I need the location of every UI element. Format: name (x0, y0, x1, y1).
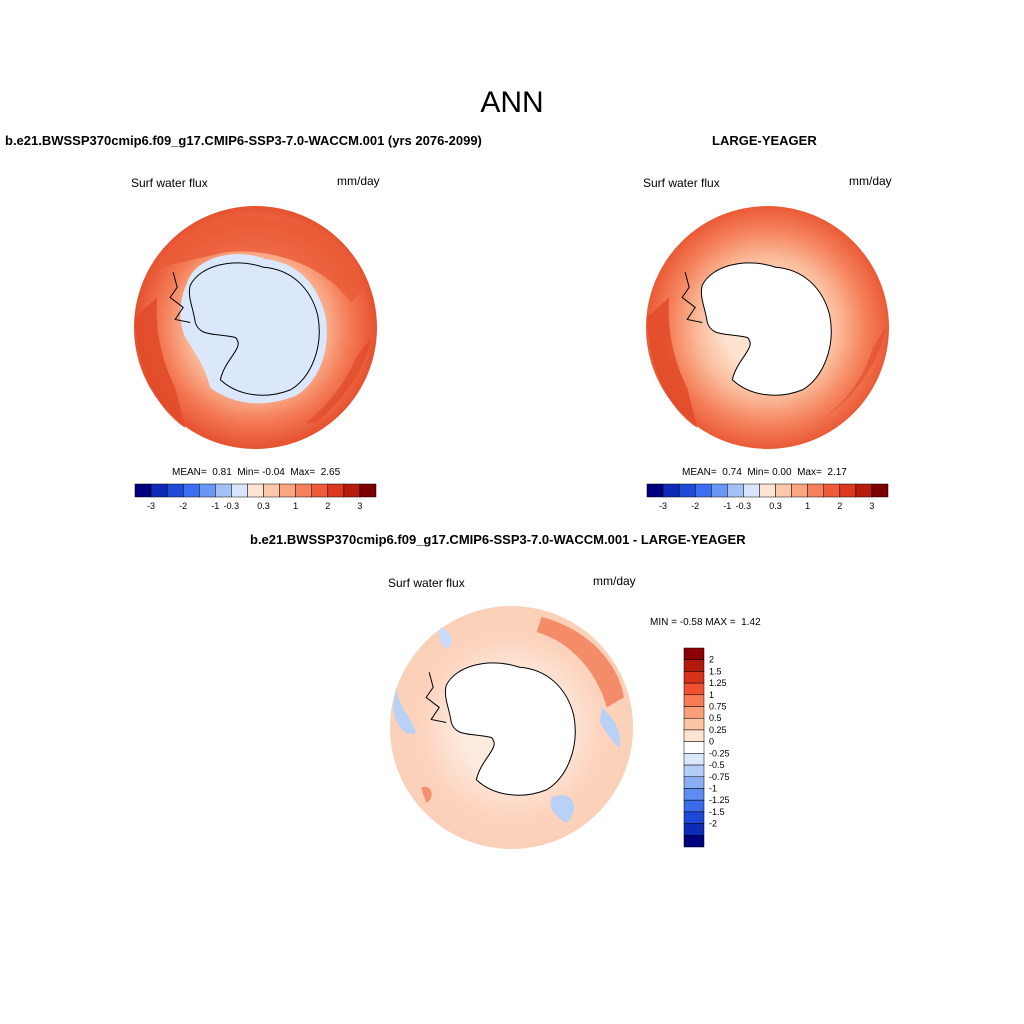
colorbar-3-box (683, 788, 705, 801)
colorbar-1-tick-label: -3 (147, 501, 155, 511)
colorbar-3-tick-label: -0.75 (709, 772, 730, 782)
colorbar-1-box (359, 483, 377, 498)
colorbar-2-box (839, 483, 857, 498)
colorbar-panel-2: -3 -2 -1 -0.3 0.3 1 2 3 (646, 483, 889, 511)
colorbar-1-tick-label: 1 (293, 501, 298, 511)
colorbar-2-tick-label: -3 (659, 501, 667, 511)
colorbar-3-tick-label: 2 (709, 655, 714, 665)
panel-2-units: mm/day (849, 174, 892, 188)
colorbar-1-box (199, 483, 216, 498)
colorbar-1-box (134, 483, 152, 498)
colorbar-2-box (694, 483, 712, 498)
colorbar-2-tick-label: 0.3 (769, 501, 782, 511)
colorbar-3-box (683, 776, 705, 789)
colorbar-3-tick-label: 0 (709, 737, 714, 747)
colorbar-3-box (683, 741, 705, 754)
colorbar-2-tick-label: -0.3 (736, 501, 752, 511)
colorbar-3-box (683, 659, 705, 672)
colorbar-2-tick-label: 1 (805, 501, 810, 511)
panel-1-stats: MEAN= 0.81 Min= -0.04 Max= 2.65 (172, 467, 341, 478)
colorbar-1-box (166, 483, 184, 498)
colorbar-3-box (683, 799, 705, 813)
colorbar-1-box (231, 483, 248, 498)
colorbar-1-box (247, 483, 264, 498)
colorbar-1-tick-label: 2 (325, 501, 330, 511)
map-panel-2 (646, 206, 889, 449)
colorbar-3-box (683, 647, 705, 660)
colorbar-3-box (683, 753, 705, 766)
colorbar-2-box (775, 483, 792, 498)
colorbar-1-tick-label: -1 (211, 501, 219, 511)
colorbar-1-box (311, 483, 329, 498)
colorbar-3-box (683, 764, 705, 778)
panel-3-variable: Surf water flux (388, 576, 465, 590)
colorbar-3-box (683, 717, 705, 731)
colorbar-3-tick-label: 0.25 (709, 725, 727, 735)
colorbar-1-box (263, 483, 280, 498)
panel-3-title: b.e21.BWSSP370cmip6.f09_g17.CMIP6-SSP3-7… (250, 532, 746, 547)
colorbar-3-box (683, 835, 705, 848)
colorbar-3-box (683, 671, 705, 684)
colorbar-3-tick-label: 0.5 (709, 713, 722, 723)
colorbar-3-tick-label: 1.5 (709, 666, 722, 676)
colorbar-1-tick-label: 3 (357, 501, 362, 511)
colorbar-2-box (871, 483, 889, 498)
colorbar-1-box (327, 483, 345, 498)
panel-3-units: mm/day (593, 574, 636, 588)
colorbar-3-box (683, 682, 705, 696)
colorbar-2-box (727, 483, 744, 498)
colorbar-3-box (683, 823, 705, 836)
panel-2-title: LARGE-YEAGER (712, 133, 817, 148)
colorbar-2-tick-label: -1 (723, 501, 731, 511)
colorbar-2-box (678, 483, 696, 498)
colorbar-2-box (855, 483, 873, 498)
colorbar-3-box (683, 729, 705, 742)
colorbar-2-tick-label: 2 (837, 501, 842, 511)
colorbar-2-box (646, 483, 664, 498)
colorbar-3-box (683, 694, 705, 707)
colorbar-2-box (823, 483, 841, 498)
panel-1-variable: Surf water flux (131, 176, 208, 190)
colorbar-1-box (343, 483, 361, 498)
colorbar-3-tick-label: 1 (709, 690, 714, 700)
colorbar-3-tick-label: -0.25 (709, 748, 730, 758)
panel-1-title: b.e21.BWSSP370cmip6.f09_g17.CMIP6-SSP3-7… (5, 133, 482, 148)
colorbar-2-box (743, 483, 760, 498)
panel-1-units: mm/day (337, 174, 380, 188)
panel-2-stats: MEAN= 0.74 Min= 0.00 Max= 2.17 (682, 467, 847, 478)
colorbar-1-box (279, 483, 296, 498)
colorbar-2-box (662, 483, 680, 498)
colorbar-3-tick-label: -1.5 (709, 807, 725, 817)
colorbar-1-box (215, 483, 232, 498)
colorbar-1-tick-label: 0.3 (257, 501, 270, 511)
map-panel-1 (134, 206, 377, 449)
colorbar-2-box (791, 483, 808, 498)
page-title: ANN (480, 86, 544, 119)
colorbar-1-tick-label: -0.3 (224, 501, 240, 511)
colorbar-2-tick-label: -2 (691, 501, 699, 511)
colorbar-3-tick-label: -1 (709, 783, 717, 793)
colorbar-3-box (683, 706, 705, 719)
colorbar-3-tick-label: -1.25 (709, 795, 730, 805)
colorbar-3-box (683, 811, 705, 824)
colorbar-1-box (295, 483, 312, 498)
colorbar-2-box (807, 483, 824, 498)
colorbar-2-box (711, 483, 728, 498)
colorbar-1-box (150, 483, 168, 498)
colorbar-3-tick-label: 0.75 (709, 702, 727, 712)
colorbar-3-tick-label: -0.5 (709, 760, 725, 770)
panel-2-variable: Surf water flux (643, 176, 720, 190)
colorbar-3-tick-label: -2 (709, 819, 717, 829)
colorbar-1-box (182, 483, 200, 498)
colorbar-3-tick-label: 1.25 (709, 678, 727, 688)
colorbar-2-tick-label: 3 (869, 501, 874, 511)
colorbar-1-tick-label: -2 (179, 501, 187, 511)
panel-3-stats: MIN = -0.58 MAX = 1.42 (650, 617, 761, 628)
map-panel-3 (390, 606, 633, 849)
colorbar-panel-1: -3 -2 -1 -0.3 0.3 1 2 3 (134, 483, 377, 511)
colorbar-2-box (759, 483, 776, 498)
colorbar-panel-3: 21.5 1.25 1 0.750.5 0.25 0-0.25 -0.5 -0.75-1 -1.… (683, 647, 730, 848)
